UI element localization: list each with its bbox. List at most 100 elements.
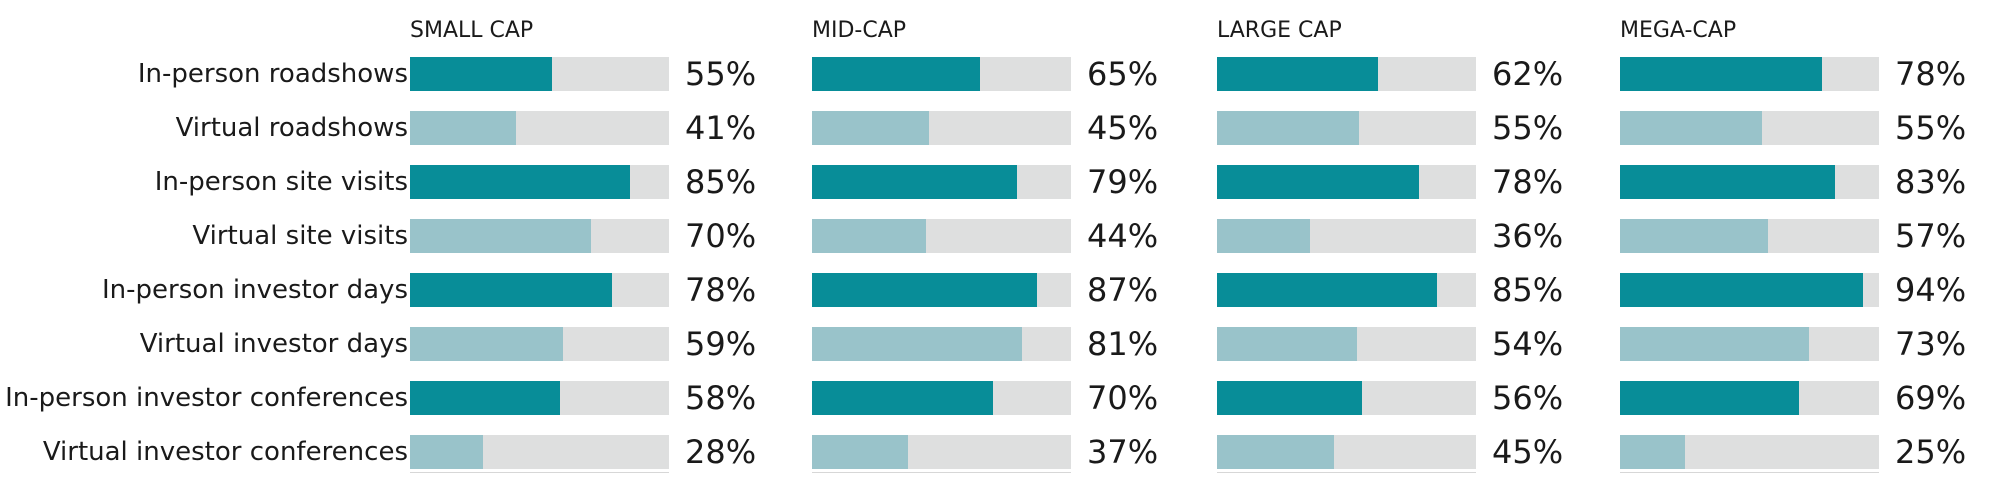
bar-track-small-cap-in-person-roadshows xyxy=(410,57,669,91)
bar-track-small-cap-virtual-investor-days xyxy=(410,327,669,361)
value-label-small-cap-virtual-roadshows: 41% xyxy=(685,109,757,147)
bar-track-large-cap-in-person-investor-days xyxy=(1217,273,1476,307)
bar-track-small-cap-virtual-investor-conferences xyxy=(410,435,669,469)
bar-track-small-cap-in-person-investor-days xyxy=(410,273,669,307)
bar-large-cap-in-person-site-visits xyxy=(1217,165,1420,199)
value-label-mega-cap-in-person-roadshows: 78% xyxy=(1895,55,1967,93)
bar-track-mid-cap-in-person-site-visits xyxy=(812,165,1071,199)
value-label-large-cap-virtual-investor-conferences: 45% xyxy=(1492,433,1564,471)
value-label-large-cap-virtual-investor-days: 54% xyxy=(1492,325,1564,363)
bar-large-cap-virtual-site-visits xyxy=(1217,219,1311,253)
bar-track-mid-cap-virtual-investor-conferences xyxy=(812,435,1071,469)
bar-mega-cap-in-person-investor-days xyxy=(1620,273,1864,307)
bar-track-large-cap-virtual-site-visits xyxy=(1217,219,1476,253)
value-label-mega-cap-in-person-investor-conferences: 69% xyxy=(1895,379,1967,417)
bar-track-mega-cap-virtual-investor-conferences xyxy=(1620,435,1879,469)
bar-mega-cap-in-person-site-visits xyxy=(1620,165,1835,199)
value-label-large-cap-in-person-roadshows: 62% xyxy=(1492,55,1564,93)
value-label-mid-cap-in-person-roadshows: 65% xyxy=(1087,55,1159,93)
category-label-virtual-site-visits: Virtual site visits xyxy=(192,221,408,251)
bar-small-cap-in-person-investor-days xyxy=(410,273,613,307)
bar-track-mega-cap-virtual-site-visits xyxy=(1620,219,1879,253)
category-label-virtual-investor-days: Virtual investor days xyxy=(139,329,408,359)
bar-track-large-cap-virtual-roadshows xyxy=(1217,111,1476,145)
category-label-in-person-site-visits: In-person site visits xyxy=(154,167,408,197)
bar-track-large-cap-in-person-roadshows xyxy=(1217,57,1476,91)
panel-title-small-cap: SMALL CAP xyxy=(410,18,534,43)
bar-large-cap-virtual-investor-days xyxy=(1217,327,1357,361)
bar-large-cap-virtual-investor-conferences xyxy=(1217,435,1334,469)
bar-track-mega-cap-in-person-roadshows xyxy=(1620,57,1879,91)
value-label-mid-cap-virtual-investor-days: 81% xyxy=(1087,325,1159,363)
value-label-small-cap-virtual-investor-conferences: 28% xyxy=(685,433,757,471)
value-label-large-cap-in-person-investor-days: 85% xyxy=(1492,271,1564,309)
value-label-mega-cap-virtual-investor-days: 73% xyxy=(1895,325,1967,363)
bar-small-cap-virtual-investor-days xyxy=(410,327,563,361)
bar-track-large-cap-virtual-investor-days xyxy=(1217,327,1476,361)
bar-track-small-cap-in-person-site-visits xyxy=(410,165,669,199)
panel-title-mid-cap: MID-CAP xyxy=(812,18,907,43)
bar-track-mega-cap-virtual-roadshows xyxy=(1620,111,1879,145)
bar-mid-cap-virtual-investor-days xyxy=(812,327,1022,361)
value-label-large-cap-virtual-roadshows: 55% xyxy=(1492,109,1564,147)
bar-track-small-cap-virtual-roadshows xyxy=(410,111,669,145)
value-label-mid-cap-in-person-site-visits: 79% xyxy=(1087,163,1159,201)
value-label-large-cap-in-person-investor-conferences: 56% xyxy=(1492,379,1564,417)
value-label-mega-cap-virtual-investor-conferences: 25% xyxy=(1895,433,1967,471)
bar-large-cap-in-person-investor-conferences xyxy=(1217,381,1363,415)
bar-mega-cap-in-person-investor-conferences xyxy=(1620,381,1799,415)
value-label-mid-cap-virtual-site-visits: 44% xyxy=(1087,217,1159,255)
value-label-mid-cap-in-person-investor-conferences: 70% xyxy=(1087,379,1159,417)
bar-mid-cap-virtual-investor-conferences xyxy=(812,435,908,469)
value-label-mega-cap-virtual-site-visits: 57% xyxy=(1895,217,1967,255)
category-label-in-person-roadshows: In-person roadshows xyxy=(137,59,408,89)
panel-title-mega-cap: MEGA-CAP xyxy=(1620,18,1737,43)
bar-mid-cap-in-person-investor-days xyxy=(812,273,1038,307)
bar-track-large-cap-in-person-investor-conferences xyxy=(1217,381,1476,415)
panel-baseline-large-cap xyxy=(1217,472,1476,473)
bar-track-mega-cap-in-person-investor-conferences xyxy=(1620,381,1879,415)
bar-large-cap-virtual-roadshows xyxy=(1217,111,1360,145)
bar-mid-cap-virtual-roadshows xyxy=(812,111,929,145)
bar-mid-cap-in-person-site-visits xyxy=(812,165,1017,199)
bar-small-cap-virtual-investor-conferences xyxy=(410,435,483,469)
value-label-mega-cap-in-person-site-visits: 83% xyxy=(1895,163,1967,201)
bar-large-cap-in-person-investor-days xyxy=(1217,273,1438,307)
value-label-mega-cap-in-person-investor-days: 94% xyxy=(1895,271,1967,309)
value-label-small-cap-virtual-investor-days: 59% xyxy=(685,325,757,363)
bar-track-large-cap-virtual-investor-conferences xyxy=(1217,435,1476,469)
category-label-in-person-investor-conferences: In-person investor conferences xyxy=(5,383,408,413)
value-label-mid-cap-virtual-investor-conferences: 37% xyxy=(1087,433,1159,471)
bar-track-mega-cap-in-person-investor-days xyxy=(1620,273,1879,307)
bar-small-cap-virtual-roadshows xyxy=(410,111,517,145)
panel-baseline-mid-cap xyxy=(812,472,1071,473)
category-label-in-person-investor-days: In-person investor days xyxy=(102,275,408,305)
bar-mega-cap-virtual-investor-days xyxy=(1620,327,1810,361)
value-label-large-cap-virtual-site-visits: 36% xyxy=(1492,217,1564,255)
panel-baseline-mega-cap xyxy=(1620,472,1879,473)
bar-track-mega-cap-in-person-site-visits xyxy=(1620,165,1879,199)
value-label-small-cap-in-person-site-visits: 85% xyxy=(685,163,757,201)
bar-small-cap-virtual-site-visits xyxy=(410,219,592,253)
value-label-small-cap-in-person-roadshows: 55% xyxy=(685,55,757,93)
bar-track-small-cap-in-person-investor-conferences xyxy=(410,381,669,415)
value-label-mid-cap-virtual-roadshows: 45% xyxy=(1087,109,1159,147)
bar-track-mid-cap-virtual-investor-days xyxy=(812,327,1071,361)
bar-track-mid-cap-virtual-site-visits xyxy=(812,219,1071,253)
panel-title-large-cap: LARGE CAP xyxy=(1217,18,1342,43)
value-label-small-cap-in-person-investor-days: 78% xyxy=(685,271,757,309)
bar-track-mid-cap-in-person-investor-days xyxy=(812,273,1071,307)
category-label-virtual-roadshows: Virtual roadshows xyxy=(175,113,408,143)
bar-track-mid-cap-in-person-investor-conferences xyxy=(812,381,1071,415)
value-label-mid-cap-in-person-investor-days: 87% xyxy=(1087,271,1159,309)
bar-track-large-cap-in-person-site-visits xyxy=(1217,165,1476,199)
bar-track-mid-cap-virtual-roadshows xyxy=(812,111,1071,145)
bar-track-mega-cap-virtual-investor-days xyxy=(1620,327,1879,361)
panel-baseline-small-cap xyxy=(410,472,669,473)
category-label-virtual-investor-conferences: Virtual investor conferences xyxy=(42,437,408,467)
bar-large-cap-in-person-roadshows xyxy=(1217,57,1378,91)
bar-mega-cap-virtual-site-visits xyxy=(1620,219,1768,253)
bar-mid-cap-virtual-site-visits xyxy=(812,219,926,253)
bar-track-small-cap-virtual-site-visits xyxy=(410,219,669,253)
bar-mega-cap-virtual-roadshows xyxy=(1620,111,1763,145)
